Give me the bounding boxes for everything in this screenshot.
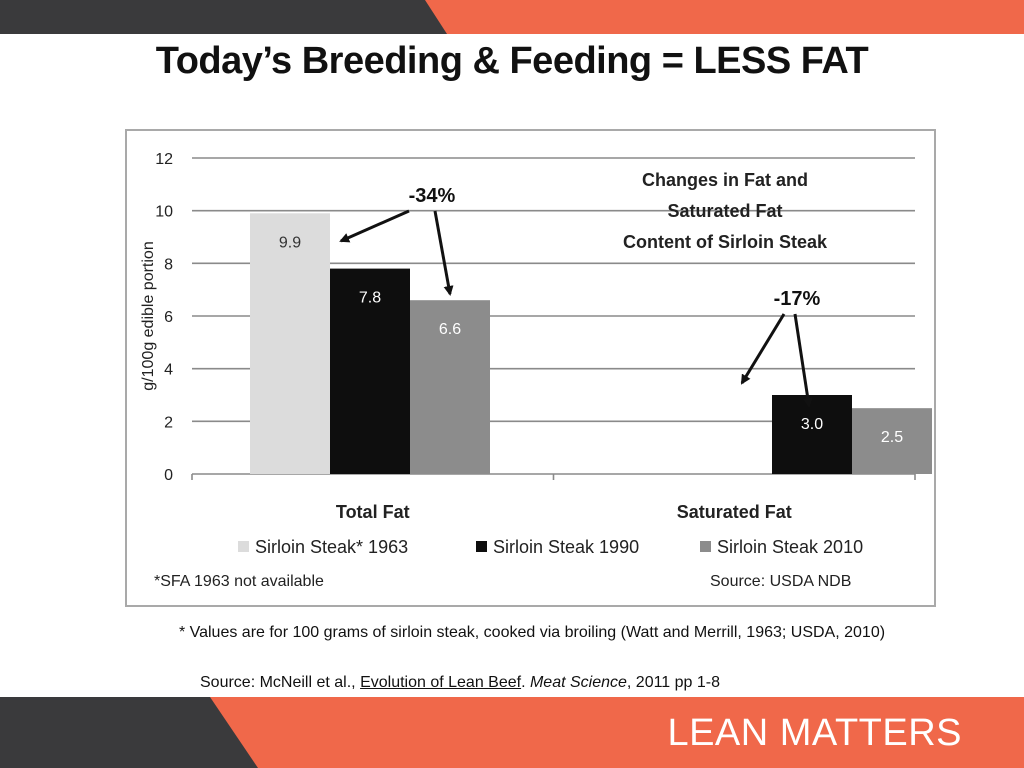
legend-label: Sirloin Steak 2010 [717,537,863,557]
citation-suffix: , 2011 pp 1-8 [626,674,721,691]
legend-swatch [700,541,711,552]
y-tick-label: 10 [155,204,173,221]
legend-label: Sirloin Steak* 1963 [255,537,408,557]
y-tick-label: 4 [164,362,173,379]
chart-frame: 0 2 4 6 8 10 12 g/100g edible portion 9.9 7.8 3.0 6… [125,129,936,607]
data-label: 7.8 [359,290,381,307]
data-label: 6.6 [439,321,461,338]
data-label: 2.5 [881,429,903,446]
slide-title: Today’s Breeding & Feeding = LESS FAT [155,40,869,82]
annotation-arrow [740,313,786,385]
y-axis-label: g/100g edible portion [140,241,157,390]
annotation-arrow [793,313,813,408]
note-right: Source: USDA NDB [710,573,851,590]
data-label: 3.0 [801,416,823,433]
annotation-arrow [433,210,454,296]
top-accent-bar [0,0,1024,34]
footnote: * Values are for 100 grams of sirloin st… [178,624,886,641]
bar [250,213,330,475]
legend-swatch [238,541,249,552]
bottom-accent-bar [0,697,1024,768]
legend-label: Sirloin Steak 1990 [493,537,639,557]
note-left: *SFA 1963 not available [154,573,324,590]
y-tick-label: 0 [164,467,173,484]
citation-prefix: Source: McNeill et al., [200,674,361,691]
top-bar-dark [0,0,447,34]
chart: 0 2 4 6 8 10 12 g/100g edible portion 9.9 7.8 3.0 6… [140,151,932,590]
y-tick-label: 6 [164,309,173,326]
annotation-arrow [339,209,410,243]
bar [772,395,852,474]
legend-swatch [476,541,487,552]
annotation-label: -34% [409,185,456,207]
citation: Source: McNeill et al., Evolution of Lea… [200,674,720,692]
y-tick-label: 12 [155,151,173,168]
y-tick-label: 8 [164,256,173,273]
y-tick-label: 2 [164,414,173,431]
bottom-bar-dark [0,697,258,768]
chart-title-line: Saturated Fat [667,201,782,221]
annotation-label: -17% [774,288,821,310]
bar [410,300,490,474]
citation-link[interactable]: Evolution of Lean Beef [360,674,522,691]
citation-journal: Meat Science [529,674,627,691]
chart-title-line: Changes in Fat and [642,170,808,190]
category-label: Saturated Fat [677,502,792,522]
bar [330,268,410,474]
chart-title-line: Content of Sirloin Steak [623,232,828,252]
bar [852,408,932,474]
data-label: 9.9 [279,234,301,251]
brand-label: LEAN MATTERS [667,712,962,754]
category-label: Total Fat [336,502,410,522]
citation-middle: . [521,674,530,691]
